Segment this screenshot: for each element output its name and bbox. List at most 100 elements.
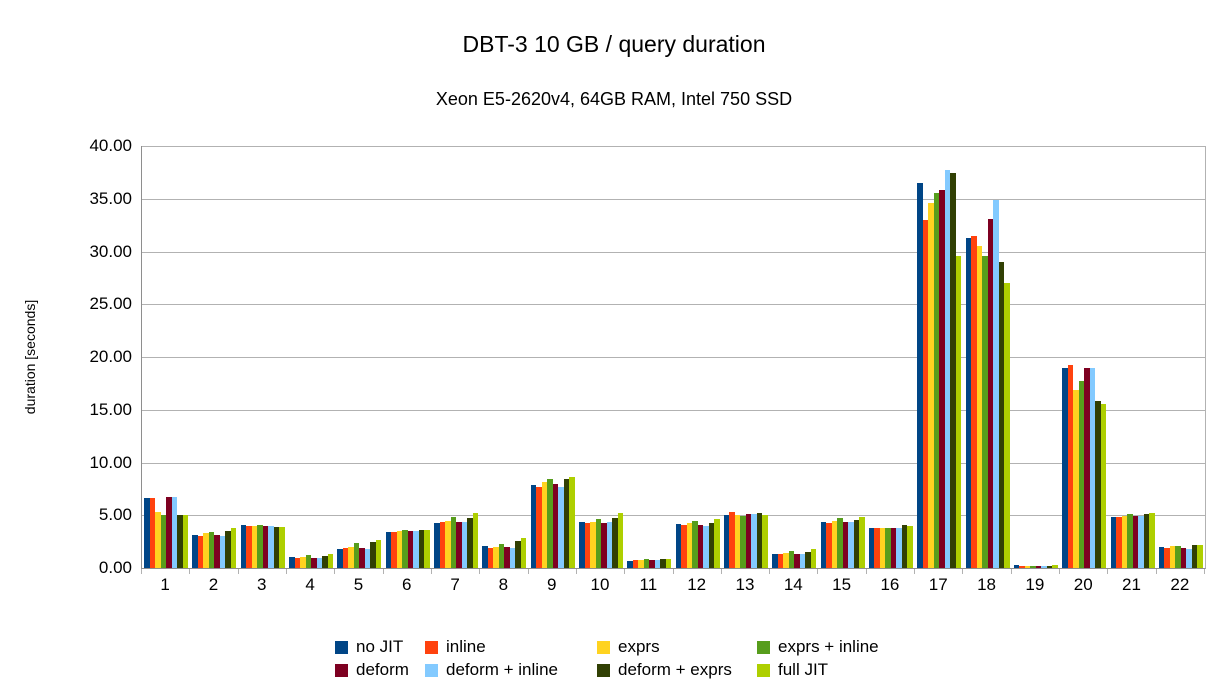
- bar-q3-exprs: [251, 525, 258, 568]
- bar-q13-deform: [745, 513, 752, 568]
- bar-q8-deform-inline: [509, 547, 516, 568]
- bar-q10-inline: [584, 523, 591, 568]
- bar-q3-no-jit: [240, 524, 247, 568]
- legend-item-deform-exprs: deform + exprs: [597, 660, 732, 680]
- bar-q19-inline: [1019, 565, 1025, 568]
- bar-q4-full-jit: [327, 554, 334, 568]
- bar-q1-exprs-inline: [160, 515, 167, 568]
- bar-q15-no-jit: [820, 522, 827, 568]
- legend-label: exprs + inline: [778, 637, 879, 656]
- bar-q1-exprs: [155, 512, 161, 568]
- x-tick-label-6: 6: [402, 575, 412, 594]
- bar-q1-deform-inline: [171, 497, 178, 568]
- bar-q6-deform-inline: [413, 531, 419, 568]
- bar-q20-deform-exprs: [1095, 401, 1101, 568]
- bar-q9-deform-inline: [558, 486, 564, 568]
- chart-title: DBT-3 10 GB / query duration: [462, 31, 766, 57]
- bar-q4-exprs-inline: [305, 554, 312, 568]
- gridline-40: [142, 146, 1205, 147]
- bar-q5-deform: [359, 548, 365, 568]
- bar-q22-exprs: [1169, 545, 1176, 568]
- legend-swatch-icon: [335, 640, 348, 654]
- bar-q5-exprs: [348, 546, 354, 568]
- bar-q22-no-jit: [1158, 546, 1165, 568]
- gridline-20: [142, 357, 1205, 358]
- bar-q13-full-jit: [762, 514, 768, 568]
- x-axis-tick: [914, 569, 916, 574]
- bar-q7-inline: [439, 521, 446, 568]
- bar-q9-exprs: [541, 481, 548, 568]
- legend-swatch-icon: [425, 663, 438, 677]
- bar-q12-deform-exprs: [708, 523, 715, 568]
- bar-q4-deform-inline: [316, 557, 323, 568]
- x-tick-label-2: 2: [208, 575, 219, 594]
- bar-q2-deform: [214, 535, 220, 568]
- x-axis-tick: [720, 569, 722, 574]
- x-tick-label-16: 16: [880, 575, 900, 594]
- x-axis-tick: [237, 569, 239, 574]
- x-axis-tick: [285, 569, 287, 574]
- legend-swatch-icon: [335, 663, 348, 677]
- bar-q6-no-jit: [385, 531, 392, 568]
- bar-q4-exprs: [300, 557, 306, 568]
- bar-q20-inline: [1067, 365, 1074, 568]
- y-tick-label: 20.00: [89, 347, 132, 366]
- bar-q13-exprs: [734, 515, 741, 568]
- bar-q14-deform-exprs: [805, 551, 811, 568]
- bar-q7-no-jit: [434, 522, 440, 568]
- x-axis-tick: [865, 569, 867, 574]
- x-axis-tick: [962, 569, 964, 574]
- bar-q16-no-jit: [868, 527, 875, 568]
- bar-q1-no-jit: [144, 498, 150, 568]
- bar-q20-full-jit: [1100, 404, 1107, 568]
- bar-q21-deform: [1132, 516, 1139, 568]
- bar-q20-deform: [1084, 367, 1090, 568]
- bar-q3-full-jit: [279, 526, 285, 568]
- y-tick-label: 35.00: [89, 188, 132, 208]
- bar-q19-exprs: [1024, 565, 1031, 568]
- bar-q2-deform-inline: [219, 535, 226, 568]
- bar-q13-inline: [729, 511, 735, 568]
- bar-q12-exprs: [686, 522, 693, 568]
- bar-q12-inline: [681, 524, 687, 568]
- gridline-5: [142, 515, 1205, 517]
- gridline-15: [142, 409, 1205, 411]
- bar-q12-full-jit: [714, 518, 720, 568]
- x-tick-label-1: 1: [160, 575, 170, 594]
- bar-q4-no-jit: [289, 557, 295, 568]
- y-axis-title: duration [seconds]: [22, 299, 38, 415]
- bar-q14-exprs: [783, 553, 789, 568]
- bar-q19-deform: [1035, 565, 1042, 568]
- bar-q4-inline: [294, 557, 301, 568]
- x-tick-label-22: 22: [1170, 575, 1190, 594]
- bar-q9-inline: [536, 486, 542, 568]
- bar-q1-deform-exprs: [177, 514, 183, 568]
- legend-item-exprs-inline: exprs + inline: [757, 637, 879, 657]
- bar-q5-deform-exprs: [370, 541, 376, 568]
- bar-q22-inline: [1164, 547, 1170, 568]
- x-axis-tick: [334, 569, 336, 574]
- x-axis-tick: [672, 569, 674, 574]
- bar-q21-deform-exprs: [1143, 514, 1150, 568]
- bar-q11-no-jit: [627, 560, 633, 568]
- x-tick-label-11: 11: [639, 575, 658, 594]
- bar-q1-full-jit: [182, 515, 189, 568]
- bar-q20-deform-inline: [1089, 368, 1096, 568]
- legend-label: deform: [356, 660, 409, 679]
- bar-q18-deform: [987, 218, 994, 568]
- x-tick-label-5: 5: [353, 575, 364, 594]
- gridline-35: [142, 198, 1205, 200]
- x-tick-label-7: 7: [450, 575, 460, 594]
- bar-q11-exprs-inline: [643, 558, 650, 568]
- bar-q21-exprs: [1121, 516, 1128, 568]
- legend-item-deform: deform: [335, 660, 409, 680]
- bar-q21-full-jit: [1149, 513, 1155, 568]
- bar-q7-full-jit: [472, 513, 479, 568]
- bar-q11-deform-inline: [654, 559, 661, 568]
- bar-q18-full-jit: [1004, 283, 1010, 568]
- x-axis-tick: [817, 569, 819, 574]
- bar-q6-deform: [407, 531, 414, 568]
- bar-q5-no-jit: [337, 549, 343, 568]
- bar-q6-inline: [391, 532, 397, 568]
- x-axis-tick: [1010, 569, 1012, 574]
